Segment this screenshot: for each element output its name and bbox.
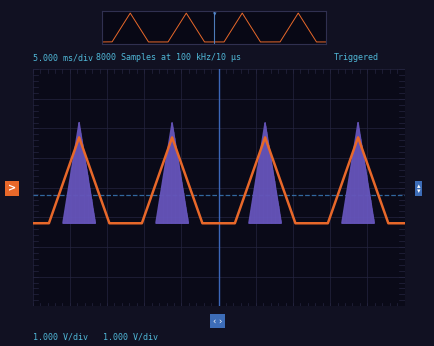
Text: 8000 Samples at 100 kHz/10 μs: 8000 Samples at 100 kHz/10 μs <box>95 53 240 62</box>
Text: 5.000 ms/div: 5.000 ms/div <box>33 53 92 62</box>
Text: ▾: ▾ <box>212 11 216 17</box>
Text: ▴
▾: ▴ ▾ <box>416 183 419 194</box>
Text: ‹ ›: ‹ › <box>212 317 222 326</box>
Text: 1.000 V/div   1.000 V/div: 1.000 V/div 1.000 V/div <box>33 333 157 342</box>
Text: >: > <box>8 184 16 193</box>
Text: Triggered: Triggered <box>333 53 378 62</box>
